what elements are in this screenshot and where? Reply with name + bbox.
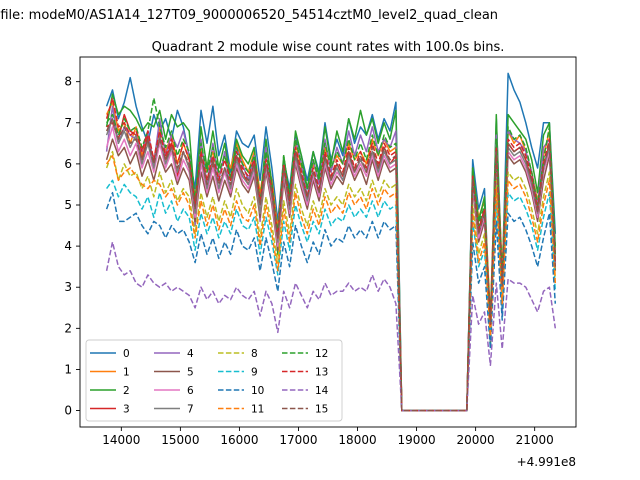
legend-label-10: 10 [251,385,264,397]
y-tick-label: 1 [64,362,72,376]
legend-label-12: 12 [315,348,328,360]
legend-label-5: 5 [187,367,194,379]
legend-label-7: 7 [187,404,194,416]
legend-label-1: 1 [123,367,130,379]
y-tick-label: 6 [64,157,72,171]
x-tick-label: 21000 [516,433,554,447]
series-line-8 [105,150,557,412]
y-tick-label: 5 [64,198,72,212]
legend-label-14: 14 [315,385,329,397]
legend-label-6: 6 [187,385,194,397]
series-line-11 [105,154,557,412]
y-tick-label: 3 [64,280,72,294]
x-tick-label: 20000 [457,433,495,447]
series-line-6 [105,126,557,412]
x-tick-label: 19000 [397,433,435,447]
y-tick-label: 7 [64,116,72,130]
series-line-9 [105,179,557,412]
series-line-13 [105,97,557,412]
series-layer [105,72,557,412]
figure-suptitle: n file: modeM0/AS1A14_127T09_9000006520_… [0,8,498,23]
legend-label-0: 0 [123,348,130,360]
x-tick-label: 15000 [161,433,199,447]
legend-label-8: 8 [251,348,258,360]
legend-label-4: 4 [187,348,194,360]
chart-title: Quadrant 2 module wise count rates with … [152,40,505,55]
y-tick-label: 0 [64,404,72,418]
legend-label-13: 13 [315,367,328,379]
legend-label-15: 15 [315,404,328,416]
legend-label-11: 11 [251,404,264,416]
legend-label-3: 3 [123,404,130,416]
series-line-14 [105,241,557,412]
series-line-10 [105,191,557,412]
legend-frame [85,339,343,422]
y-tick-label: 4 [64,239,72,253]
plot-frame [79,56,577,428]
x-tick-label: 18000 [338,433,376,447]
y-axis: 0 1 2 3 4 5 6 7 8 [64,75,80,418]
x-tick-label: 17000 [279,433,317,447]
legend-label-9: 9 [251,367,258,379]
x-tick-label: 14000 [102,433,140,447]
series-line-2 [105,93,557,412]
legend-label-2: 2 [123,385,130,397]
series-line-12 [105,97,557,412]
series-line-5 [105,138,557,412]
y-tick-label: 2 [64,321,72,335]
y-tick-label: 8 [64,75,72,89]
x-tick-label: 16000 [220,433,258,447]
x-offset-label: +4.991e8 [517,455,576,469]
x-axis: 14000 15000 16000 17000 18000 19000 20000 21000 [102,427,554,447]
